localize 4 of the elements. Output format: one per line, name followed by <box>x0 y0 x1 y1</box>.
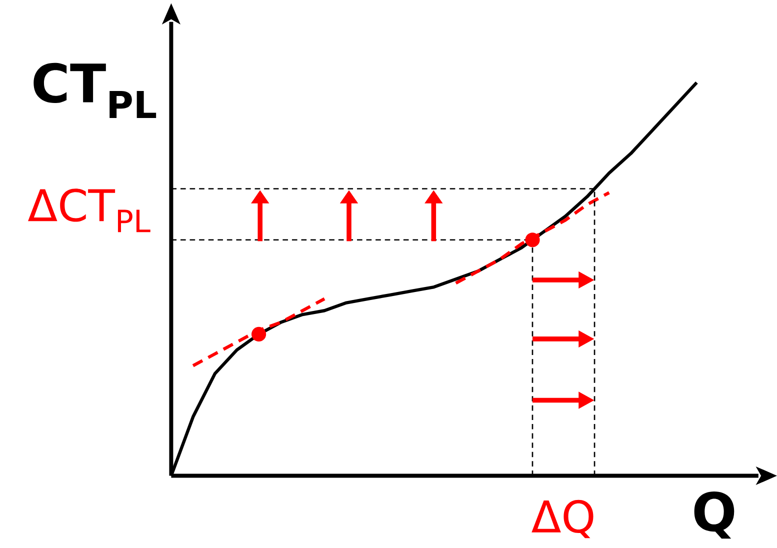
y-axis-title: CT$_{PL}$ <box>34 62 156 118</box>
text: ΔCT$_{PL}$ <box>28 188 150 232</box>
x-axis-title: Q <box>694 491 734 538</box>
text: ΔQ <box>532 500 594 538</box>
